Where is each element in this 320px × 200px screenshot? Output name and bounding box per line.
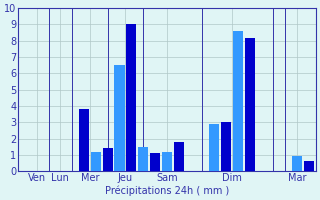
Bar [209, 124, 219, 171]
Bar [244, 38, 255, 171]
Bar [103, 148, 113, 171]
Bar [304, 161, 314, 171]
Bar [79, 109, 89, 171]
Bar [162, 152, 172, 171]
Bar [150, 153, 160, 171]
Bar [292, 156, 302, 171]
Bar [221, 122, 231, 171]
Bar [138, 147, 148, 171]
X-axis label: Précipitations 24h ( mm ): Précipitations 24h ( mm ) [105, 185, 229, 196]
Bar [233, 31, 243, 171]
Bar [91, 152, 101, 171]
Bar [126, 24, 136, 171]
Bar [174, 142, 184, 171]
Bar [115, 65, 124, 171]
